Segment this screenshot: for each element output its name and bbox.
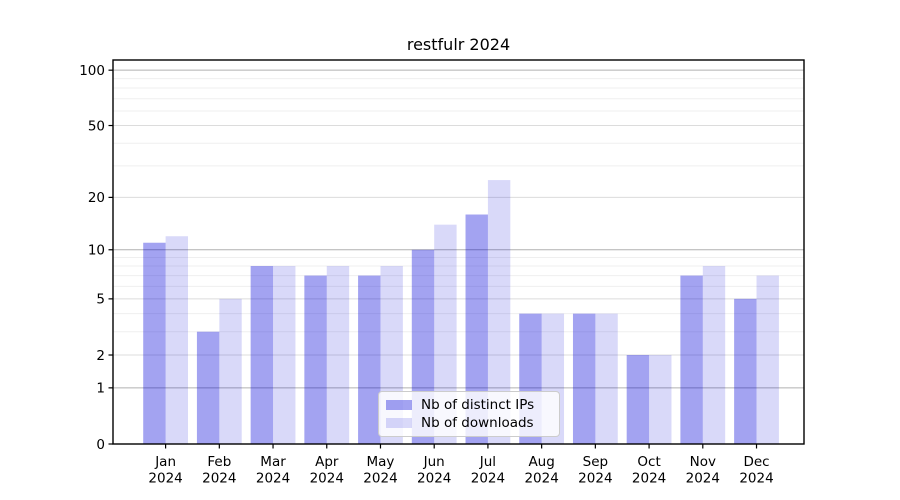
x-tick-label-apr: Apr	[315, 454, 339, 470]
bar-jul-nb-of-distinct-ips	[465, 214, 488, 444]
x-tick-label-dec-year: 2024	[739, 471, 773, 487]
x-tick-label-feb: Feb	[207, 454, 231, 470]
x-tick-label-oct: Oct	[637, 454, 660, 470]
bar-jun-nb-of-downloads	[434, 224, 457, 444]
x-tick-label-jun-year: 2024	[417, 471, 451, 487]
y-tick-label-20: 20	[88, 190, 105, 206]
legend-item-downloads: Nb of downloads	[386, 415, 552, 431]
legend-swatch-downloads	[386, 418, 412, 428]
bar-feb-nb-of-downloads	[219, 298, 242, 444]
bar-oct-nb-of-downloads	[649, 355, 672, 444]
bar-sep-nb-of-downloads	[595, 313, 618, 444]
x-tick-label-sep: Sep	[583, 454, 608, 470]
x-tick-label-aug: Aug	[528, 454, 554, 470]
x-tick-label-oct-year: 2024	[632, 471, 666, 487]
bar-oct-nb-of-distinct-ips	[626, 355, 650, 444]
x-tick-label-jan: Jan	[154, 454, 176, 470]
bar-mar-nb-of-downloads	[273, 266, 296, 444]
y-tick-label-1: 1	[96, 381, 105, 397]
y-tick-label-2: 2	[96, 348, 105, 364]
bar-feb-nb-of-distinct-ips	[196, 331, 220, 444]
x-tick-label-nov: Nov	[690, 454, 716, 470]
x-tick-label-nov-year: 2024	[686, 471, 720, 487]
legend-swatch-distinct-ips	[386, 400, 412, 410]
legend-item-distinct-ips: Nb of distinct IPs	[386, 397, 552, 413]
bar-apr-nb-of-distinct-ips	[304, 275, 327, 444]
x-tick-label-may: May	[367, 454, 395, 470]
y-tick-label-0: 0	[96, 437, 105, 453]
x-tick-label-mar-year: 2024	[256, 471, 290, 487]
bar-may-nb-of-distinct-ips	[358, 275, 381, 444]
bar-mar-nb-of-distinct-ips	[250, 266, 274, 444]
bar-jan-nb-of-downloads	[165, 236, 188, 444]
legend-label-downloads: Nb of downloads	[421, 415, 534, 431]
bar-apr-nb-of-downloads	[326, 266, 350, 444]
x-tick-label-jun: Jun	[423, 454, 445, 470]
x-tick-label-may-year: 2024	[363, 471, 397, 487]
y-tick-label-5: 5	[96, 292, 105, 308]
bar-nov-nb-of-distinct-ips	[680, 275, 703, 444]
legend: Nb of distinct IPs Nb of downloads	[378, 391, 560, 437]
x-tick-label-mar: Mar	[260, 454, 286, 470]
x-tick-label-jul-year: 2024	[471, 471, 505, 487]
bar-dec-nb-of-distinct-ips	[734, 298, 757, 444]
x-tick-label-jan-year: 2024	[148, 471, 182, 487]
bar-dec-nb-of-downloads	[756, 275, 779, 444]
bar-nov-nb-of-downloads	[702, 266, 726, 444]
y-tick-label-10: 10	[88, 243, 105, 259]
chart-title: restfulr 2024	[406, 35, 511, 54]
bar-jan-nb-of-distinct-ips	[143, 242, 166, 444]
y-tick-label-100: 100	[79, 63, 105, 79]
bar-sep-nb-of-distinct-ips	[572, 313, 596, 444]
x-tick-label-aug-year: 2024	[524, 471, 558, 487]
x-tick-label-sep-year: 2024	[578, 471, 612, 487]
x-tick-label-dec: Dec	[743, 454, 769, 470]
x-tick-label-feb-year: 2024	[202, 471, 236, 487]
x-tick-label-jul: Jul	[479, 454, 496, 470]
plot-frame	[112, 59, 805, 445]
x-tick-label-apr-year: 2024	[310, 471, 344, 487]
bar-jul-nb-of-downloads	[487, 180, 511, 444]
legend-label-distinct-ips: Nb of distinct IPs	[421, 397, 535, 413]
y-tick-label-50: 50	[88, 118, 105, 134]
